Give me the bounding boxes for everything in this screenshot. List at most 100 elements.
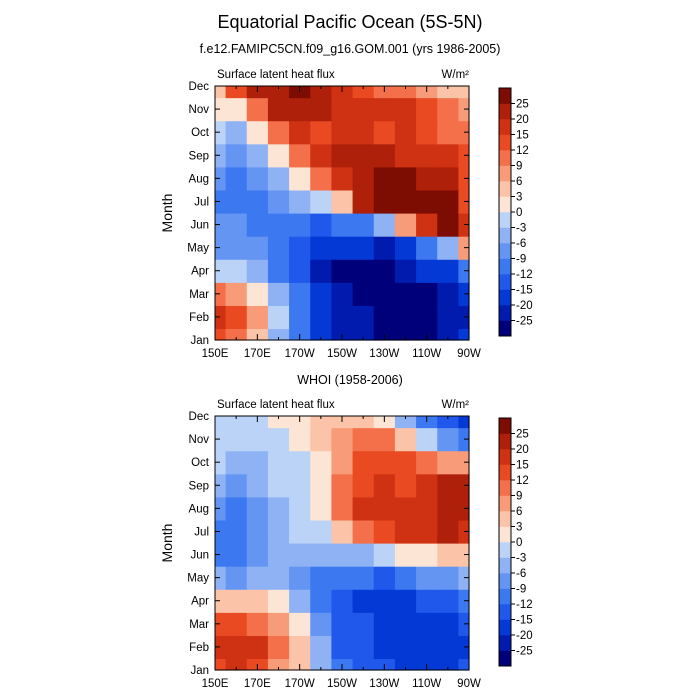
heatmap-cell	[416, 305, 438, 330]
heatmap-cell	[215, 589, 227, 613]
x-tick-label: 170W	[285, 348, 315, 360]
colorbar-swatch	[499, 542, 511, 558]
heatmap-cell	[352, 543, 375, 567]
heatmap-cell	[352, 519, 375, 544]
colorbar-swatch	[499, 433, 511, 450]
heatmap-cell	[437, 635, 460, 660]
heatmap-cell	[215, 635, 227, 660]
y-tick-label: Mar	[189, 619, 209, 631]
heatmap-cell	[437, 450, 460, 475]
colorbar-swatch	[499, 650, 511, 667]
heatmap-cell	[416, 450, 438, 475]
heatmap-cell	[215, 120, 227, 145]
heatmap-cell	[437, 120, 460, 145]
heatmap-cell	[246, 519, 269, 544]
heatmap-cell	[289, 635, 311, 660]
heatmap-cell	[246, 189, 269, 214]
heatmap-cell	[246, 143, 269, 168]
heatmap-cell	[289, 282, 311, 306]
panel-variable-label: Surface latent heat flux	[217, 399, 335, 411]
heatmap-cell	[267, 120, 290, 145]
heatmap-cell	[437, 143, 460, 168]
heatmap-cell	[310, 589, 333, 613]
y-tick-label: Feb	[189, 312, 209, 324]
colorbar-label: -15	[516, 615, 533, 627]
heatmap-cell	[352, 166, 375, 191]
heatmap-cell	[215, 658, 227, 671]
colorbar-swatch	[499, 418, 511, 434]
heatmap-cell	[225, 97, 248, 122]
x-tick-label: 170E	[244, 678, 271, 690]
heatmap-cell	[289, 543, 311, 567]
heatmap-cell	[267, 189, 290, 214]
heatmap-cell	[416, 282, 438, 306]
heatmap-cell	[289, 612, 311, 636]
heatmap-cell	[394, 543, 417, 567]
heatmap-cell	[331, 236, 354, 260]
heatmap-cell	[394, 612, 417, 636]
colorbar-swatch	[499, 119, 511, 135]
heatmap-cell	[394, 416, 417, 429]
x-tick-label: 130W	[369, 678, 399, 690]
colorbar-swatch	[499, 557, 511, 574]
y-tick-label: Mar	[189, 289, 209, 301]
heatmap-cell	[246, 427, 269, 452]
heatmap-cell	[289, 496, 311, 521]
heatmap-cell	[246, 86, 269, 99]
y-tick-label: Nov	[189, 104, 210, 116]
heatmap-cell	[310, 189, 333, 214]
heatmap-cell	[246, 543, 269, 567]
colorbar-label: -6	[516, 568, 526, 580]
heatmap-cell	[373, 143, 396, 168]
colorbar-swatch	[499, 103, 511, 120]
heatmap-cell	[331, 305, 354, 330]
heatmap-cell	[215, 566, 227, 590]
heatmap-cell	[331, 496, 354, 521]
colorbar-label: -9	[516, 254, 526, 266]
heatmap-cell	[437, 259, 460, 283]
heatmap-cell	[373, 189, 396, 214]
heatmap-cell	[373, 519, 396, 544]
heatmap-cell	[352, 86, 375, 99]
heatmap-cell	[225, 473, 248, 498]
colorbar-label: 12	[516, 475, 529, 487]
heatmap-cell	[352, 496, 375, 521]
heatmap-cell	[352, 416, 375, 429]
heatmap-cell	[394, 143, 417, 168]
heatmap-cell	[416, 496, 438, 521]
heatmap-cell	[289, 120, 311, 145]
heatmap-cell	[225, 658, 248, 671]
heatmap-cell	[352, 328, 375, 341]
heatmap-cell	[310, 236, 333, 260]
model-subtitle: f.e12.FAMIPC5CN.f09_g16.GOM.001 (yrs 198…	[199, 42, 501, 56]
colorbar-swatch	[499, 289, 511, 306]
heatmap-cell	[225, 612, 248, 636]
heatmap-cell	[373, 416, 396, 429]
colorbar-swatch	[499, 464, 511, 481]
heatmap-cell	[310, 120, 333, 145]
heatmap-cell	[310, 97, 333, 122]
heatmap-cell	[215, 519, 227, 544]
y-tick-label: Jan	[190, 335, 209, 347]
heatmap-cell	[246, 496, 269, 521]
heatmap-cell	[416, 473, 438, 498]
heatmap-cell	[225, 566, 248, 590]
colorbar-label: -6	[516, 238, 526, 250]
heatmap-cell	[246, 450, 269, 475]
heatmap-cell	[458, 658, 470, 671]
heatmap-cell	[310, 612, 333, 636]
heatmap-cell	[225, 589, 248, 613]
x-tick-label: 150W	[327, 678, 357, 690]
colorbar-label: 9	[516, 161, 522, 173]
y-tick-label: Feb	[189, 642, 209, 654]
heatmap-cell	[215, 496, 227, 521]
heatmap-cell	[246, 473, 269, 498]
colorbar-swatch	[499, 449, 511, 465]
heatmap-cell	[215, 305, 227, 330]
heatmap-cell	[458, 328, 470, 341]
heatmap-cell	[215, 427, 227, 452]
heatmap-cell	[352, 282, 375, 306]
colorbar-label: -25	[516, 646, 533, 658]
heatmap-cell	[246, 635, 269, 660]
colorbar-label: -25	[516, 316, 533, 328]
